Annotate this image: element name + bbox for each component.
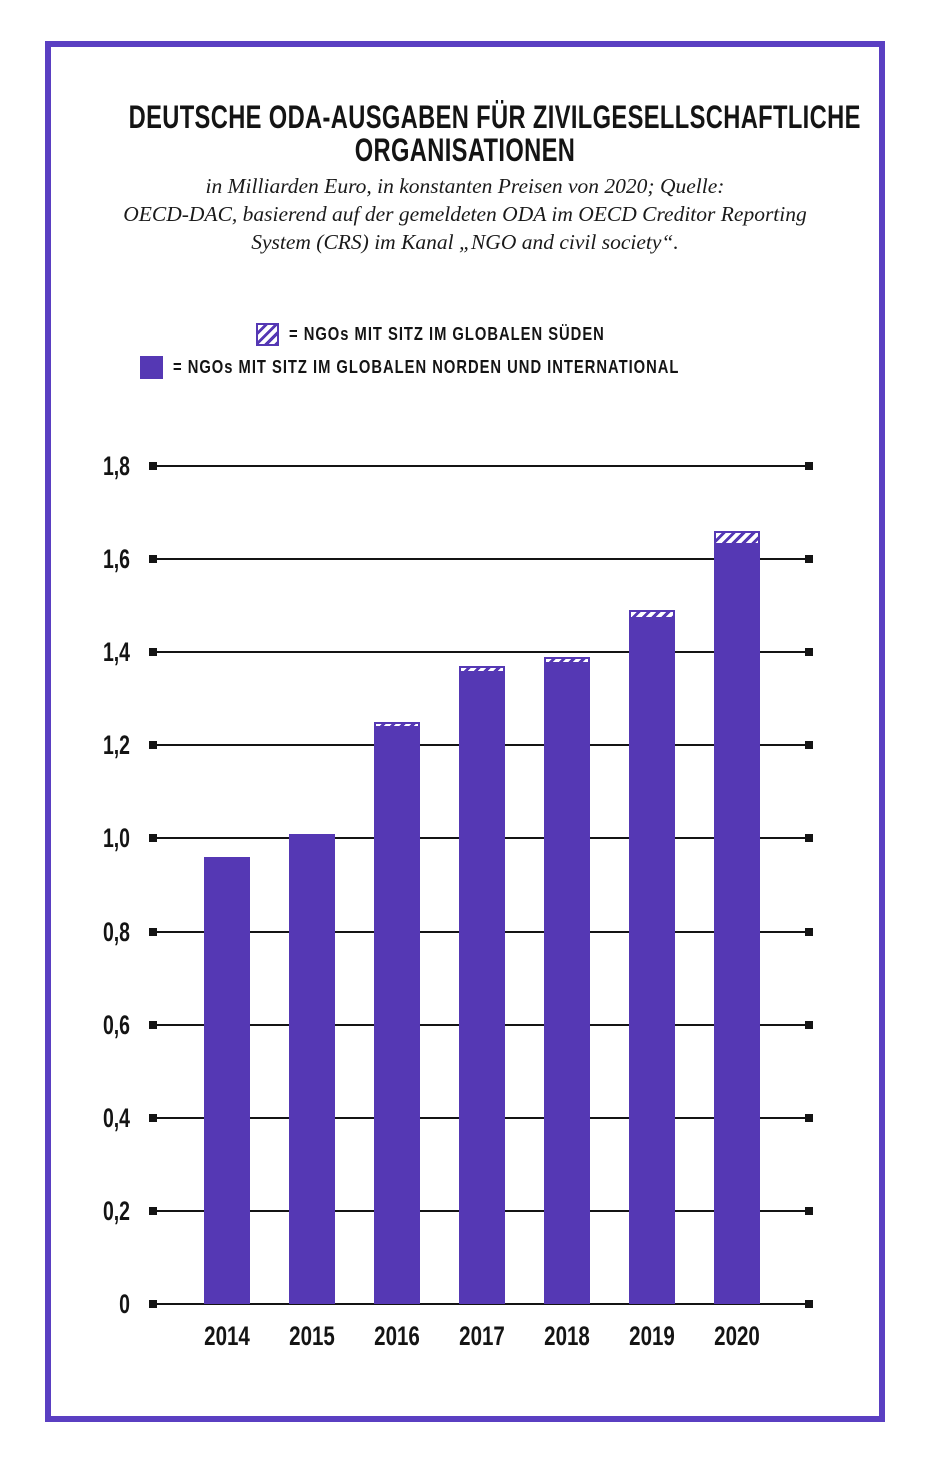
y-axis-tick-label: 0	[119, 1289, 130, 1319]
bar-segment-global-south-2020	[714, 531, 760, 545]
bar-segment-global-north-2014	[204, 857, 250, 1304]
bar-2018	[544, 657, 590, 1304]
bar-2014	[204, 857, 250, 1304]
x-axis-tick-label-2019: 2019	[629, 1321, 675, 1351]
bar-segment-global-north-2019	[629, 619, 675, 1304]
bar-segment-global-south-2017	[459, 666, 505, 673]
chart-subtitle-source: in Milliarden Euro, in konstanten Preise…	[0, 172, 930, 256]
x-axis-tick-label-2014: 2014	[204, 1321, 250, 1351]
hatched-swatch-icon	[255, 323, 279, 346]
bar-2020	[714, 531, 760, 1304]
subtitle-line-3: System (CRS) im Kanal „NGO and civil soc…	[251, 230, 679, 254]
legend-label-global-north: = NGOs MIT SITZ IM GLOBALEN NORDEN UND I…	[172, 357, 680, 377]
gridline-1-4	[149, 648, 813, 656]
gridline-1-8	[149, 462, 813, 470]
legend-item-global-north: = NGOs MIT SITZ IM GLOBALEN NORDEN UND I…	[139, 356, 791, 379]
bar-segment-global-south-2019	[629, 610, 675, 619]
subtitle-line-1: in Milliarden Euro, in konstanten Preise…	[205, 174, 725, 198]
bar-segment-global-north-2015	[289, 834, 335, 1304]
bar-2019	[629, 610, 675, 1304]
page-title: DEUTSCHE ODA-AUSGABEN FÜR ZIVILGESELLSCH…	[0, 101, 930, 167]
bar-segment-global-south-2016	[374, 722, 420, 728]
bar-segment-global-north-2017	[459, 673, 505, 1304]
bar-segment-global-north-2018	[544, 664, 590, 1304]
x-axis-tick-label-2016: 2016	[374, 1321, 420, 1351]
y-axis-tick-label: 0,4	[102, 1103, 130, 1133]
bar-segment-global-north-2020	[714, 545, 760, 1304]
x-axis-tick-label-2017: 2017	[459, 1321, 505, 1351]
subtitle-line-2: OECD-DAC, basierend auf der gemeldeten O…	[123, 202, 807, 226]
y-axis-tick-label: 0,2	[102, 1196, 130, 1226]
bar-segment-global-north-2016	[374, 728, 420, 1304]
solid-swatch-icon	[139, 356, 163, 379]
y-axis-tick-label: 1,4	[102, 637, 130, 667]
y-axis-tick-label: 1,8	[102, 451, 130, 481]
legend-item-global-south: = NGOs MIT SITZ IM GLOBALEN SÜDEN	[255, 323, 674, 346]
title-line-2: ORGANISATIONEN	[354, 132, 576, 168]
y-axis-tick-label: 1,2	[102, 730, 130, 760]
gridline-1-6	[149, 555, 813, 563]
x-axis-tick-label-2018: 2018	[544, 1321, 590, 1351]
y-axis-tick-label: 0,8	[102, 917, 130, 947]
bar-chart-plot-area: 1,8 1,6 1,4 1,2 1,0 0,8 0,6 0,4 0,2 0 2014 2015 2016…	[103, 452, 813, 1351]
y-axis-tick-label: 1,0	[102, 823, 130, 853]
y-axis-tick-label: 0,6	[102, 1010, 130, 1040]
x-axis-tick-label-2015: 2015	[289, 1321, 335, 1351]
bar-segment-global-south-2018	[544, 657, 590, 664]
title-line-1: DEUTSCHE ODA-AUSGABEN FÜR ZIVILGESELLSCH…	[128, 99, 861, 135]
chart-legend: = NGOs MIT SITZ IM GLOBALEN SÜDEN = NGOs…	[0, 323, 930, 379]
gridline-0	[149, 1300, 813, 1308]
y-axis-tick-label: 1,6	[102, 544, 130, 574]
legend-label-global-south: = NGOs MIT SITZ IM GLOBALEN SÜDEN	[288, 324, 605, 344]
bar-2017	[459, 666, 505, 1304]
bar-2015	[289, 834, 335, 1304]
x-axis-tick-label-2020: 2020	[714, 1321, 760, 1351]
bar-2016	[374, 722, 420, 1304]
